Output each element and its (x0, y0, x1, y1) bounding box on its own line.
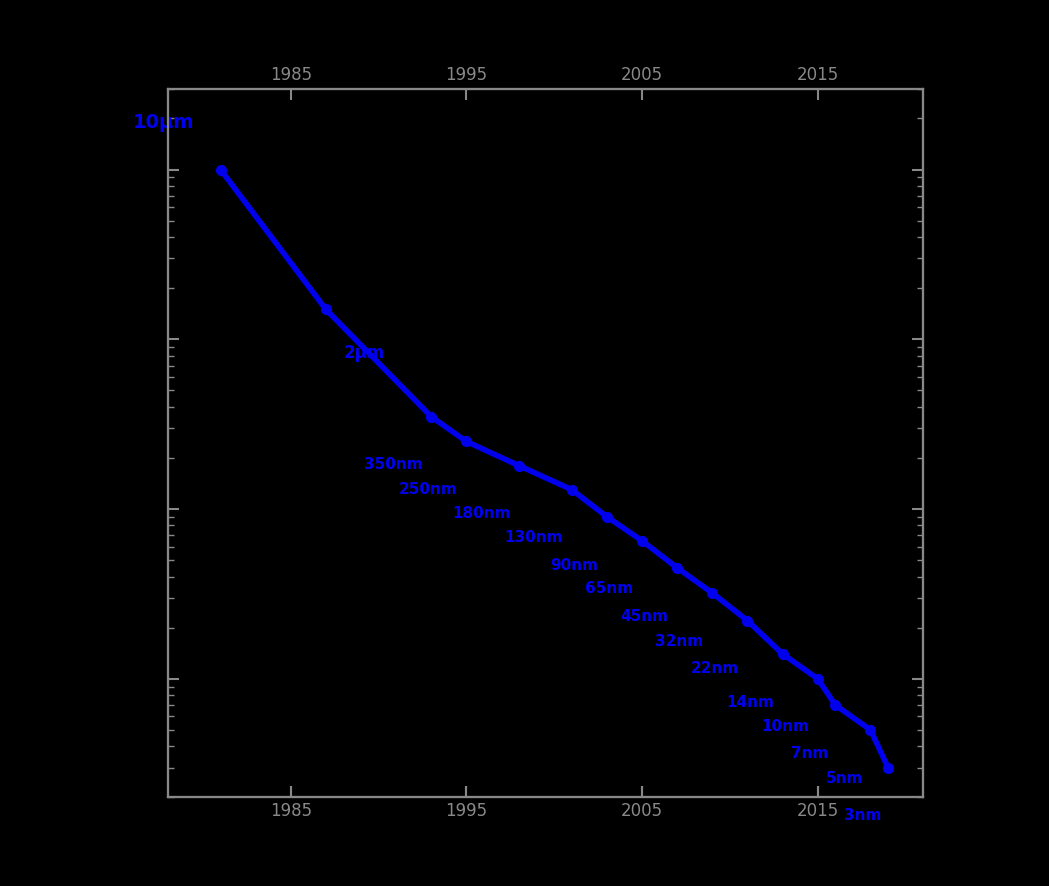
Text: 22nm: 22nm (690, 661, 738, 676)
Text: 2μm: 2μm (343, 345, 385, 362)
Text: 10μm: 10μm (132, 113, 194, 132)
Text: 14nm: 14nm (726, 695, 774, 710)
Text: 130nm: 130nm (505, 531, 563, 546)
Text: 90nm: 90nm (550, 557, 598, 572)
Text: 7nm: 7nm (791, 746, 829, 761)
Text: 5nm: 5nm (826, 771, 863, 786)
Text: 250nm: 250nm (399, 482, 457, 497)
Text: 10nm: 10nm (762, 719, 809, 734)
Text: 45nm: 45nm (620, 609, 668, 624)
Text: 65nm: 65nm (585, 581, 634, 596)
Text: 350nm: 350nm (364, 457, 423, 472)
Text: 180nm: 180nm (452, 507, 511, 522)
Text: 3nm: 3nm (843, 808, 881, 823)
Text: 32nm: 32nm (656, 633, 704, 649)
